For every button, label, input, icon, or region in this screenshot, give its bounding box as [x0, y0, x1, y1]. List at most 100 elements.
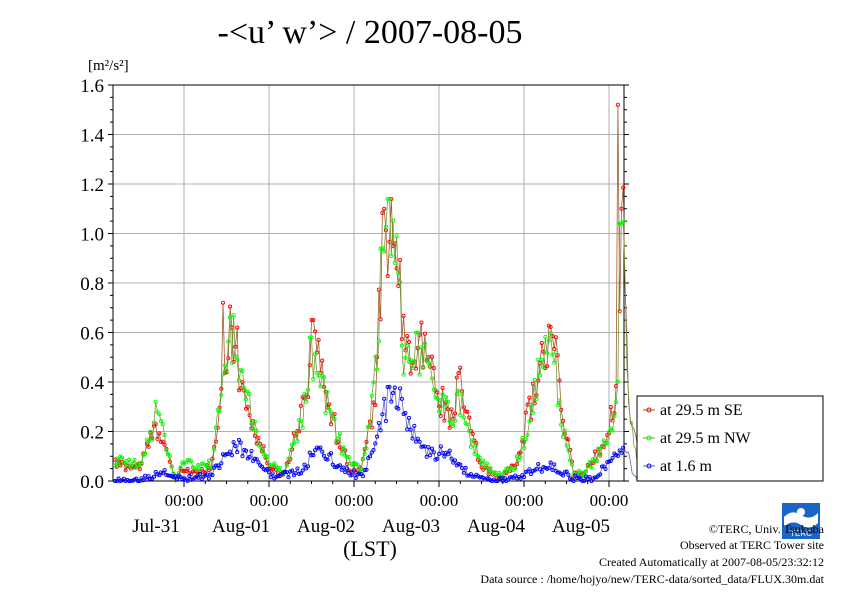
data-point: [435, 456, 440, 461]
legend-label: at 29.5 m NW: [660, 430, 752, 447]
data-point: [320, 358, 325, 363]
data-point: [539, 469, 544, 474]
data-point: [288, 447, 293, 453]
data-point: [323, 410, 328, 415]
data-point: [449, 421, 454, 426]
data-point: [277, 465, 282, 470]
data-point: [343, 448, 348, 453]
x-axis-label: (LST): [343, 536, 397, 561]
data-point: [224, 368, 229, 373]
data-point: [454, 392, 459, 397]
data-point: [293, 471, 298, 476]
data-point: [431, 450, 436, 455]
data-point: [587, 459, 592, 465]
data-point: [428, 453, 433, 458]
data-point: [300, 425, 305, 430]
data-point: [302, 462, 307, 467]
data-point: [366, 425, 371, 430]
data-point: [442, 454, 447, 459]
data-point: [424, 357, 429, 362]
data-point: [235, 450, 240, 455]
data-point: [205, 464, 210, 469]
data-point: [417, 439, 422, 444]
data-point: [352, 468, 357, 473]
x-date-label: Aug-04: [467, 516, 526, 537]
data-point: [256, 435, 261, 441]
data-point: [371, 400, 376, 405]
data-point: [254, 457, 259, 462]
data-point: [500, 472, 505, 477]
data-point: [144, 477, 149, 482]
data-point: [318, 384, 323, 389]
data-point: [254, 428, 259, 433]
data-point: [582, 478, 587, 483]
data-point: [236, 378, 242, 383]
data-point: [415, 330, 420, 335]
data-point: [371, 447, 376, 453]
data-point: [300, 468, 305, 473]
data-point: [146, 439, 151, 444]
data-point: [114, 456, 119, 461]
data-point: [497, 470, 502, 476]
x-date-label: Aug-01: [212, 516, 270, 537]
data-point: [394, 234, 399, 239]
data-point: [539, 340, 544, 346]
data-point: [344, 466, 350, 471]
y-tick-label: 1.4: [80, 126, 104, 147]
data-point: [599, 445, 605, 450]
data-point: [298, 418, 303, 423]
data-point: [520, 435, 525, 440]
data-point: [166, 473, 171, 478]
data-point: [371, 380, 376, 385]
data-point: [373, 354, 378, 359]
data-point: [337, 431, 342, 436]
data-point: [463, 409, 468, 414]
data-point: [235, 357, 240, 363]
data-point: [233, 444, 238, 449]
data-point: [413, 330, 419, 335]
data-point: [435, 396, 440, 401]
data-point: [403, 355, 408, 360]
data-point: [555, 403, 560, 408]
data-point: [127, 457, 132, 462]
data-point: [360, 456, 365, 461]
data-point: [387, 384, 392, 389]
data-point: [536, 461, 541, 467]
data-point: [252, 456, 257, 461]
data-point: [148, 429, 153, 434]
data-point: [608, 458, 613, 463]
data-point: [601, 438, 606, 443]
data-point: [559, 422, 564, 427]
data-point: [518, 476, 523, 481]
data-point: [217, 466, 222, 471]
data-point: [252, 433, 257, 438]
data-point: [112, 463, 118, 468]
data-point: [332, 412, 337, 417]
data-point: [389, 399, 394, 404]
x-date-label: Aug-03: [382, 516, 440, 537]
data-point: [560, 418, 566, 423]
data-point: [311, 318, 316, 323]
data-point: [398, 257, 403, 262]
data-point: [378, 246, 383, 251]
data-point: [566, 448, 571, 453]
data-point: [286, 475, 291, 480]
data-point: [167, 453, 172, 458]
axes: 0.0 0.2 0.4 0.6 0.8 1.0 1.2 1.4 1.6 00:00 00:00 00:…: [80, 58, 629, 561]
data-point: [305, 387, 311, 392]
data-point: [465, 473, 470, 478]
data-point: [385, 274, 390, 279]
data-point: [529, 403, 534, 408]
data-point: [564, 469, 569, 474]
data-point: [362, 451, 367, 456]
data-point: [552, 462, 557, 467]
data-point: [472, 451, 477, 456]
data-point: [467, 415, 472, 420]
data-point: [256, 460, 261, 465]
data-point: [566, 472, 571, 477]
data-point: [410, 365, 415, 371]
data-point: [217, 409, 222, 414]
data-point: [399, 343, 404, 348]
data-point: [233, 354, 238, 359]
data-point: [295, 466, 300, 471]
